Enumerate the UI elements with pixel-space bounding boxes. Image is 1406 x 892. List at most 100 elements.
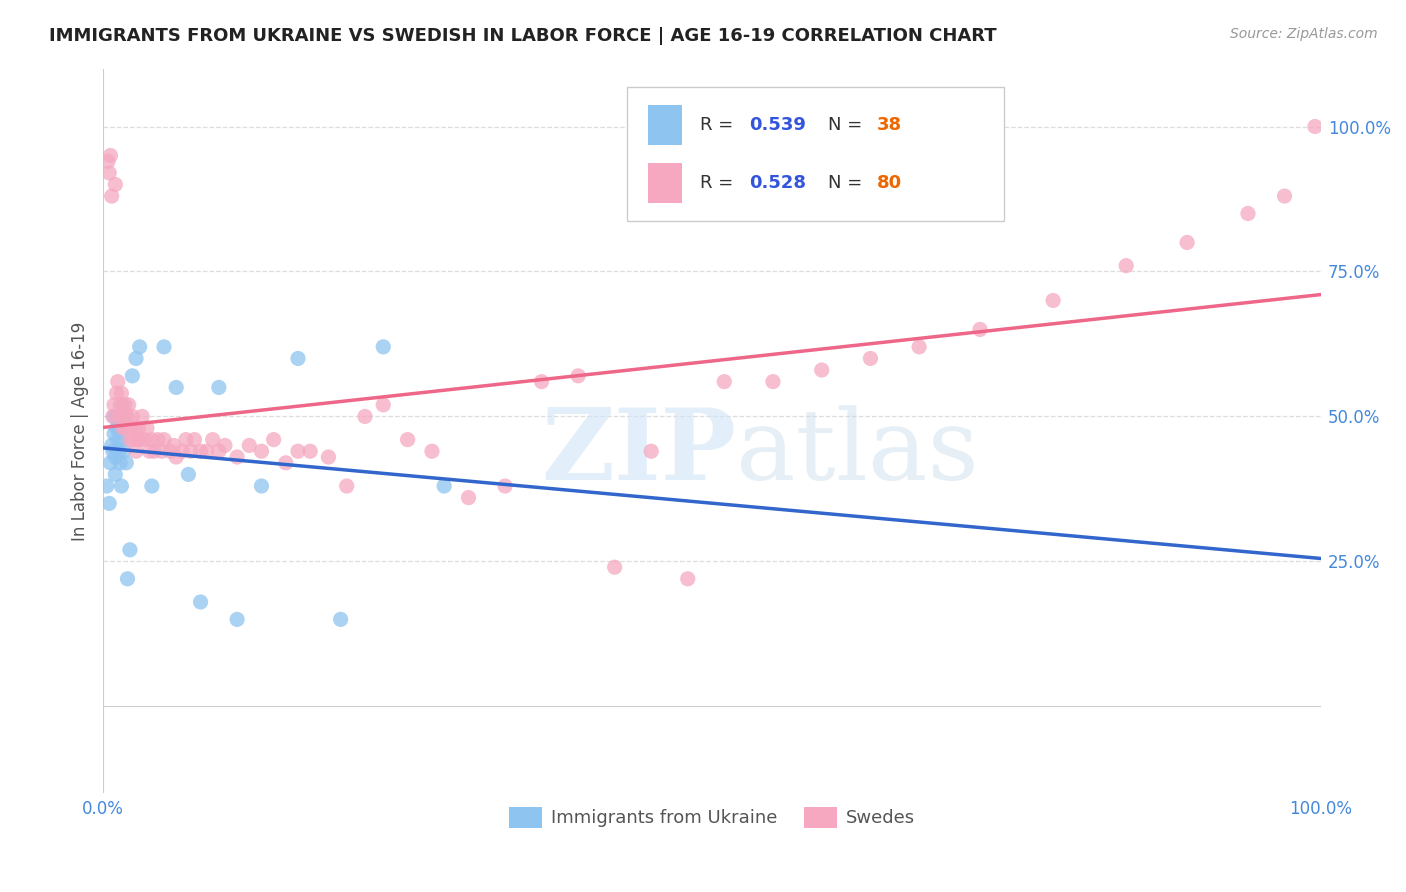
Point [180, 444, 202, 458]
Point [603, 560, 626, 574]
Bar [648, 162, 682, 202]
Point [762, 375, 785, 389]
Point [108, 421, 131, 435]
Point [373, 340, 395, 354]
Point [98, 166, 121, 180]
Point [640, 444, 662, 458]
Point [96, 479, 118, 493]
Point [103, 426, 125, 441]
Point [100, 438, 122, 452]
Point [103, 398, 125, 412]
Point [97, 154, 120, 169]
Point [110, 479, 132, 493]
Point [136, 421, 159, 435]
Point [177, 467, 200, 482]
Point [190, 595, 212, 609]
Point [165, 380, 187, 394]
Point [100, 189, 122, 203]
Point [112, 409, 135, 424]
Point [299, 444, 322, 458]
Point [263, 433, 285, 447]
Point [1175, 235, 1198, 250]
Point [108, 398, 131, 412]
Bar [648, 104, 682, 145]
Point [208, 444, 231, 458]
Point [128, 433, 150, 447]
Point [190, 444, 212, 458]
Point [859, 351, 882, 366]
Point [111, 398, 134, 412]
Point [105, 421, 128, 435]
Point [100, 148, 122, 162]
Point [141, 479, 163, 493]
Point [318, 450, 340, 464]
Point [165, 450, 187, 464]
Point [115, 421, 138, 435]
Point [127, 433, 149, 447]
Point [134, 433, 156, 447]
Text: R =: R = [700, 116, 740, 134]
Point [143, 444, 166, 458]
Point [250, 479, 273, 493]
Point [108, 409, 131, 424]
Text: 0.528: 0.528 [748, 174, 806, 192]
Point [567, 368, 589, 383]
Point [1115, 259, 1137, 273]
Text: 80: 80 [876, 174, 901, 192]
Point [110, 433, 132, 447]
Point [114, 398, 136, 412]
Text: R =: R = [700, 174, 740, 192]
Point [127, 421, 149, 435]
Point [111, 421, 134, 435]
Point [195, 444, 218, 458]
Point [120, 421, 142, 435]
Text: IMMIGRANTS FROM UKRAINE VS SWEDISH IN LABOR FORCE | AGE 16-19 CORRELATION CHART: IMMIGRANTS FROM UKRAINE VS SWEDISH IN LA… [49, 27, 997, 45]
Point [329, 612, 352, 626]
Point [1274, 189, 1296, 203]
Point [373, 398, 395, 412]
Text: N =: N = [828, 116, 868, 134]
Point [214, 438, 236, 452]
FancyBboxPatch shape [627, 87, 1004, 220]
Point [121, 409, 143, 424]
Point [172, 444, 194, 458]
Point [969, 322, 991, 336]
Point [107, 375, 129, 389]
Point [238, 438, 260, 452]
Point [420, 444, 443, 458]
Point [122, 433, 145, 447]
Point [98, 496, 121, 510]
Point [104, 178, 127, 192]
Point [908, 340, 931, 354]
Point [713, 375, 735, 389]
Point [124, 421, 146, 435]
Point [1042, 293, 1064, 308]
Point [457, 491, 479, 505]
Point [287, 444, 309, 458]
Point [104, 467, 127, 482]
Point [128, 340, 150, 354]
Point [183, 433, 205, 447]
Text: ZIP: ZIP [541, 404, 737, 501]
Point [1237, 206, 1260, 220]
Point [107, 409, 129, 424]
Point [108, 444, 131, 458]
Point [208, 380, 231, 394]
Point [112, 444, 135, 458]
Point [201, 433, 224, 447]
Point [125, 444, 148, 458]
Point [153, 340, 176, 354]
Point [108, 456, 131, 470]
Point [101, 444, 124, 458]
Legend: Immigrants from Ukraine, Swedes: Immigrants from Ukraine, Swedes [502, 800, 922, 835]
Point [250, 444, 273, 458]
Point [121, 368, 143, 383]
Point [117, 572, 139, 586]
Y-axis label: In Labor Force | Age 16-19: In Labor Force | Age 16-19 [72, 321, 89, 541]
Text: N =: N = [828, 174, 868, 192]
Point [163, 438, 186, 452]
Point [153, 433, 176, 447]
Point [118, 542, 141, 557]
Point [138, 444, 160, 458]
Point [114, 409, 136, 424]
